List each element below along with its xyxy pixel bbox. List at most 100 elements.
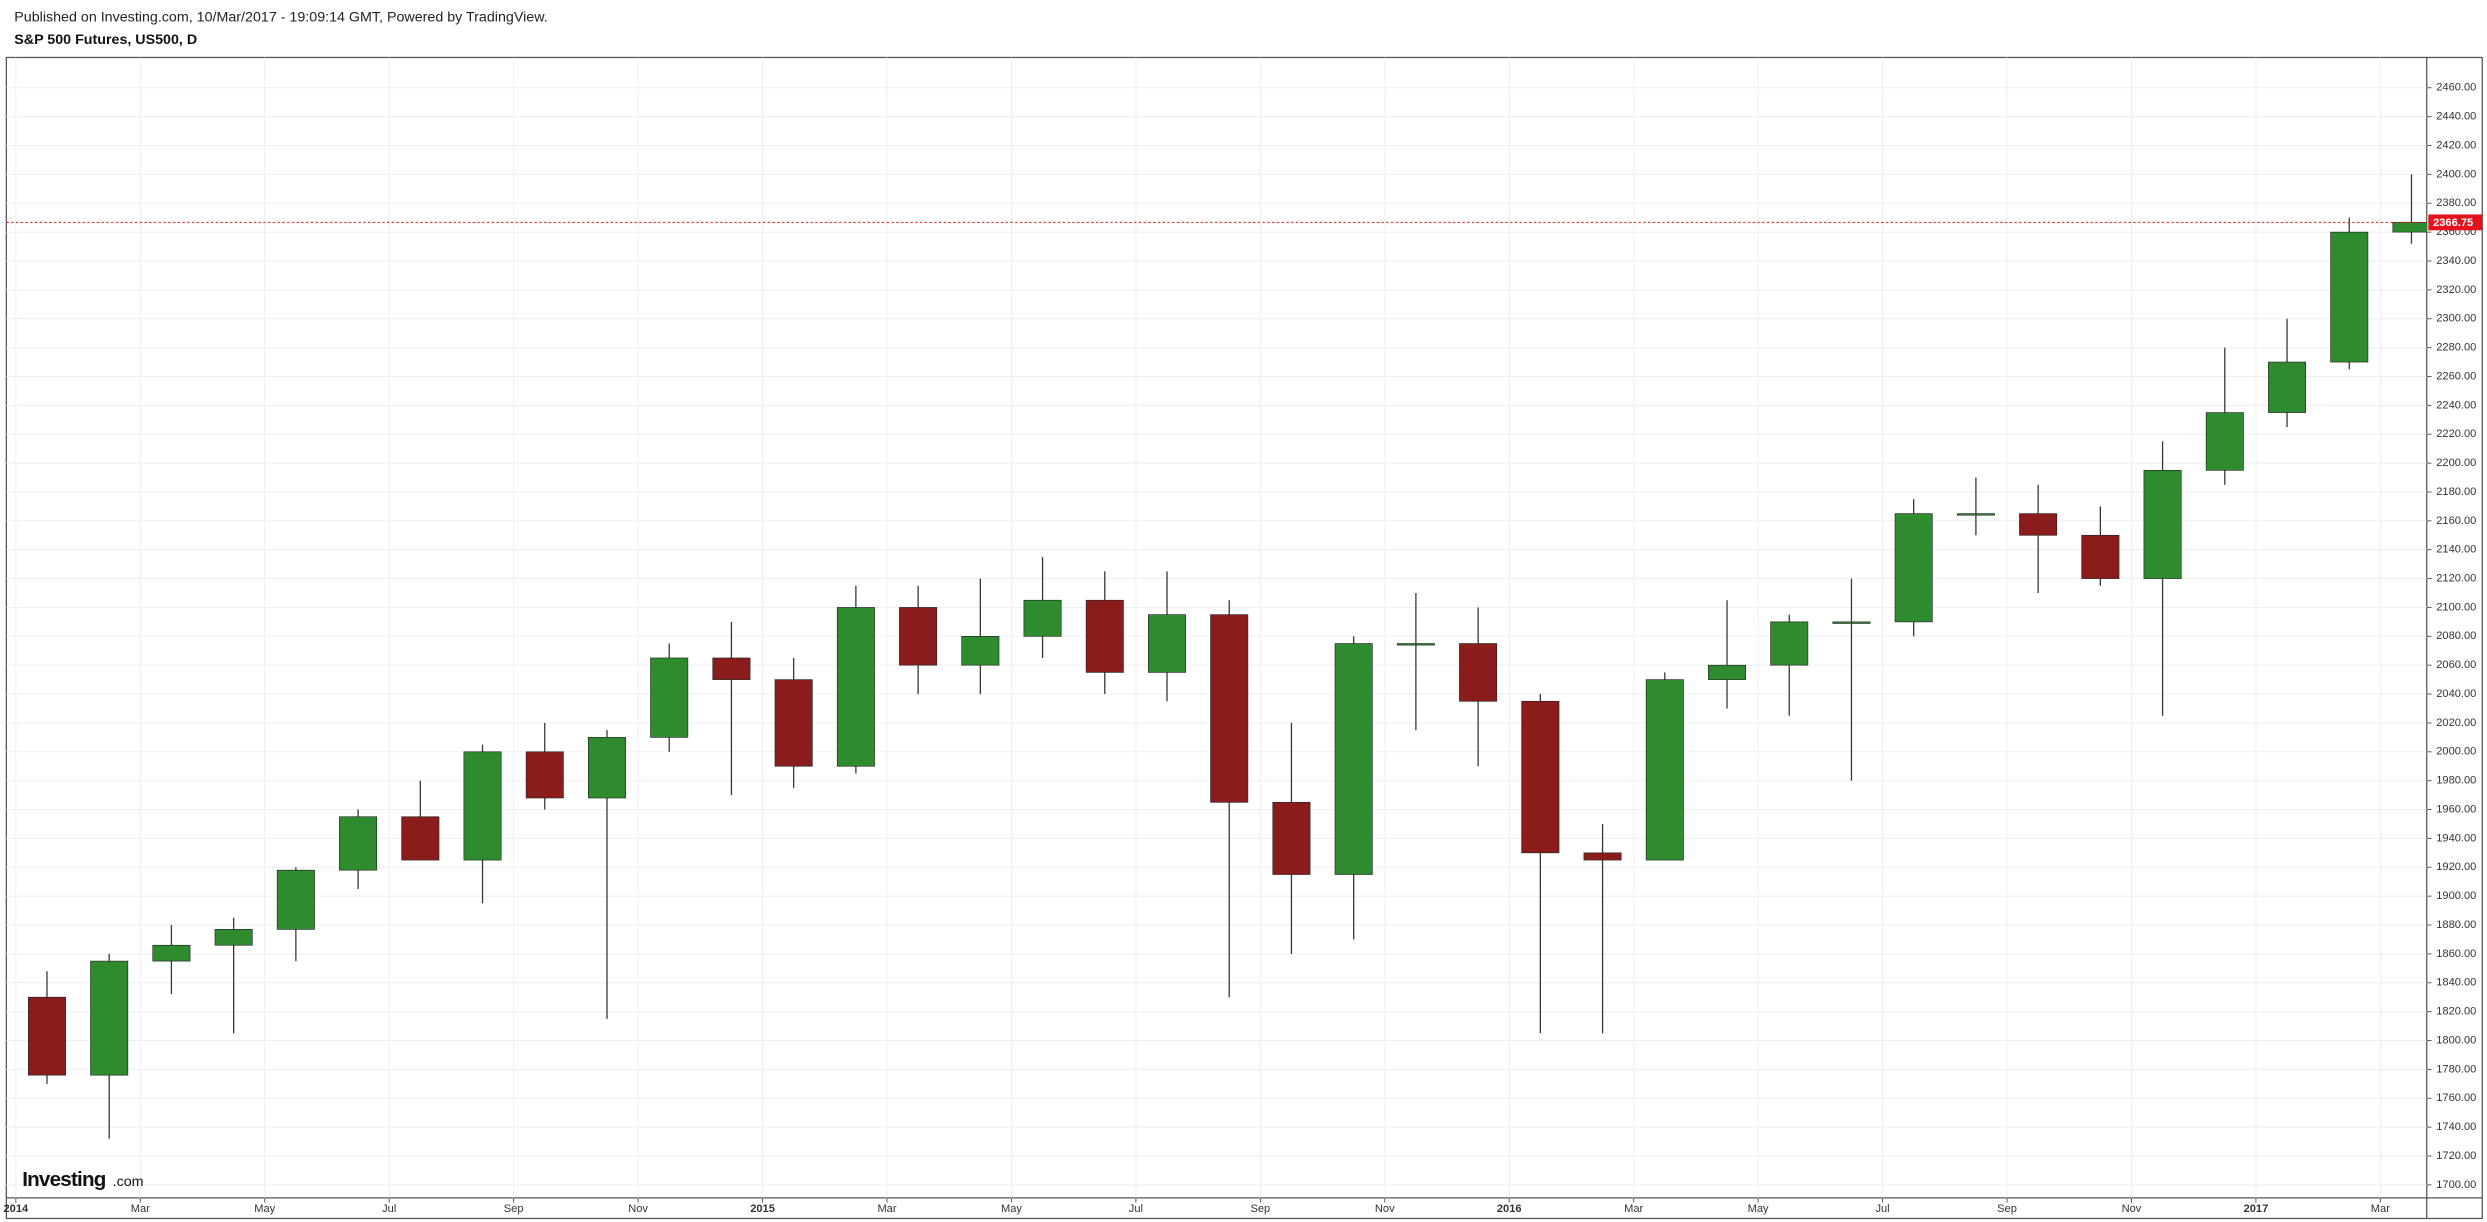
plot — [6, 174, 2427, 1139]
candle-body — [774, 679, 813, 767]
x-tick-label: 2014 — [4, 1203, 30, 1215]
x-tick-label: Sep — [1997, 1203, 2017, 1215]
y-tick-label: 2120.00 — [2436, 573, 2476, 585]
y-tick-label: 1940.00 — [2436, 832, 2476, 844]
y-tick-label: 2180.00 — [2436, 486, 2476, 498]
candle-body — [1396, 643, 1435, 646]
x-tick-label: Sep — [1250, 1203, 1270, 1215]
x-tick-label: Mar — [877, 1203, 896, 1215]
candle-body — [1956, 513, 1995, 516]
candle-body — [1645, 679, 1684, 861]
candle-body — [899, 607, 938, 666]
candle-body — [1272, 802, 1311, 875]
y-tick-label: 1720.00 — [2436, 1150, 2476, 1162]
x-tick-label: Nov — [628, 1203, 648, 1215]
axes: 1700.00 1720.00 1740.00 1760.00 1780.00 1800.… — [4, 82, 2483, 1215]
x-tick-label: May — [254, 1203, 275, 1215]
candle-body — [1023, 599, 1062, 637]
x-tick-label: Sep — [504, 1203, 524, 1215]
candle-body — [2019, 513, 2058, 536]
y-tick-label: 1760.00 — [2436, 1092, 2476, 1104]
candle-body — [2392, 222, 2427, 233]
candle-body — [401, 816, 440, 861]
y-tick-label: 2380.00 — [2436, 197, 2476, 209]
x-tick-label: Jul — [1129, 1203, 1143, 1215]
candle-body — [525, 751, 564, 799]
y-tick-label: 1800.00 — [2436, 1034, 2476, 1046]
y-tick-label: 1900.00 — [2436, 890, 2476, 902]
candle-body — [1521, 700, 1560, 854]
candle-body — [2143, 469, 2182, 579]
y-tick-label: 1920.00 — [2436, 861, 2476, 873]
candle-body — [27, 996, 66, 1076]
candle-body — [2205, 412, 2244, 471]
y-tick-label: 1880.00 — [2436, 919, 2476, 931]
y-tick-label: 2260.00 — [2436, 370, 2476, 382]
x-tick-label: Jul — [1875, 1203, 1889, 1215]
x-tick-label: 2015 — [750, 1203, 775, 1215]
y-tick-label: 2160.00 — [2436, 515, 2476, 527]
x-tick-label: Nov — [2122, 1203, 2142, 1215]
y-tick-label: 2420.00 — [2436, 139, 2476, 151]
candle-body — [836, 607, 875, 767]
y-tick-label: 2040.00 — [2436, 688, 2476, 700]
x-tick-label: Mar — [131, 1203, 150, 1215]
x-tick-label: May — [1001, 1203, 1022, 1215]
y-tick-label: 2460.00 — [2436, 82, 2476, 94]
y-tick-label: 2280.00 — [2436, 342, 2476, 354]
y-tick-label: 2300.00 — [2436, 313, 2476, 325]
candle-body — [961, 635, 1000, 666]
x-tick-label: Mar — [2371, 1203, 2390, 1215]
y-tick-label: 1840.00 — [2436, 977, 2476, 989]
x-tick-label: 2017 — [2244, 1203, 2269, 1215]
y-tick-label: 2220.00 — [2436, 428, 2476, 440]
header: Published on Investing.com, 10/Mar/2017 … — [14, 10, 547, 26]
y-tick-label: 2360.00 — [2436, 226, 2476, 238]
y-tick-label: 2340.00 — [2436, 255, 2476, 267]
x-tick-label: Nov — [1375, 1203, 1395, 1215]
candle-body — [1832, 621, 1871, 624]
candle-body — [1085, 599, 1124, 673]
candle-body — [650, 657, 689, 738]
chart-title: S&P 500 Futures, US500, D — [14, 32, 197, 48]
candle-body — [2330, 231, 2369, 363]
candle-body — [588, 737, 626, 799]
y-tick-label: 1980.00 — [2436, 775, 2476, 787]
x-tick-label: Jul — [382, 1203, 396, 1215]
candle-body — [1708, 664, 1746, 680]
watermark-brand: Investing — [22, 1168, 106, 1191]
y-tick-label: 2100.00 — [2436, 601, 2476, 613]
candle-body — [214, 929, 253, 946]
x-tick-label: May — [1748, 1203, 1769, 1215]
y-tick-label: 1860.00 — [2436, 948, 2476, 960]
candle-body — [463, 751, 502, 861]
x-tick-label: 2016 — [1497, 1203, 1522, 1215]
last-price-label: 2366.75 — [2433, 217, 2473, 229]
candle-body — [2081, 534, 2120, 579]
candle-body — [152, 944, 191, 962]
y-tick-label: 1820.00 — [2436, 1006, 2476, 1018]
y-tick-label: 2240.00 — [2436, 399, 2476, 411]
candle-body — [90, 960, 129, 1076]
candle-body — [712, 657, 751, 680]
y-tick-label: 1740.00 — [2436, 1121, 2476, 1133]
y-tick-label: 1700.00 — [2436, 1179, 2476, 1191]
candle-body — [1334, 643, 1373, 875]
y-tick-label: 2440.00 — [2436, 111, 2476, 123]
candle-body — [1210, 614, 1249, 803]
candle-body — [276, 869, 315, 930]
last-price-badge — [2428, 214, 2483, 231]
y-tick-label: 2400.00 — [2436, 168, 2476, 180]
y-tick-label: 2140.00 — [2436, 544, 2476, 556]
candle-body — [1894, 513, 1933, 623]
y-tick-label: 1780.00 — [2436, 1063, 2476, 1075]
y-tick-label: 2200.00 — [2436, 457, 2476, 469]
y-tick-label: 2060.00 — [2436, 659, 2476, 671]
y-tick-label: 2020.00 — [2436, 717, 2476, 729]
frame — [5, 56, 2483, 1220]
y-tick-label: 2080.00 — [2436, 630, 2476, 642]
candle-body — [1148, 614, 1186, 673]
y-tick-label: 2000.00 — [2436, 746, 2476, 758]
